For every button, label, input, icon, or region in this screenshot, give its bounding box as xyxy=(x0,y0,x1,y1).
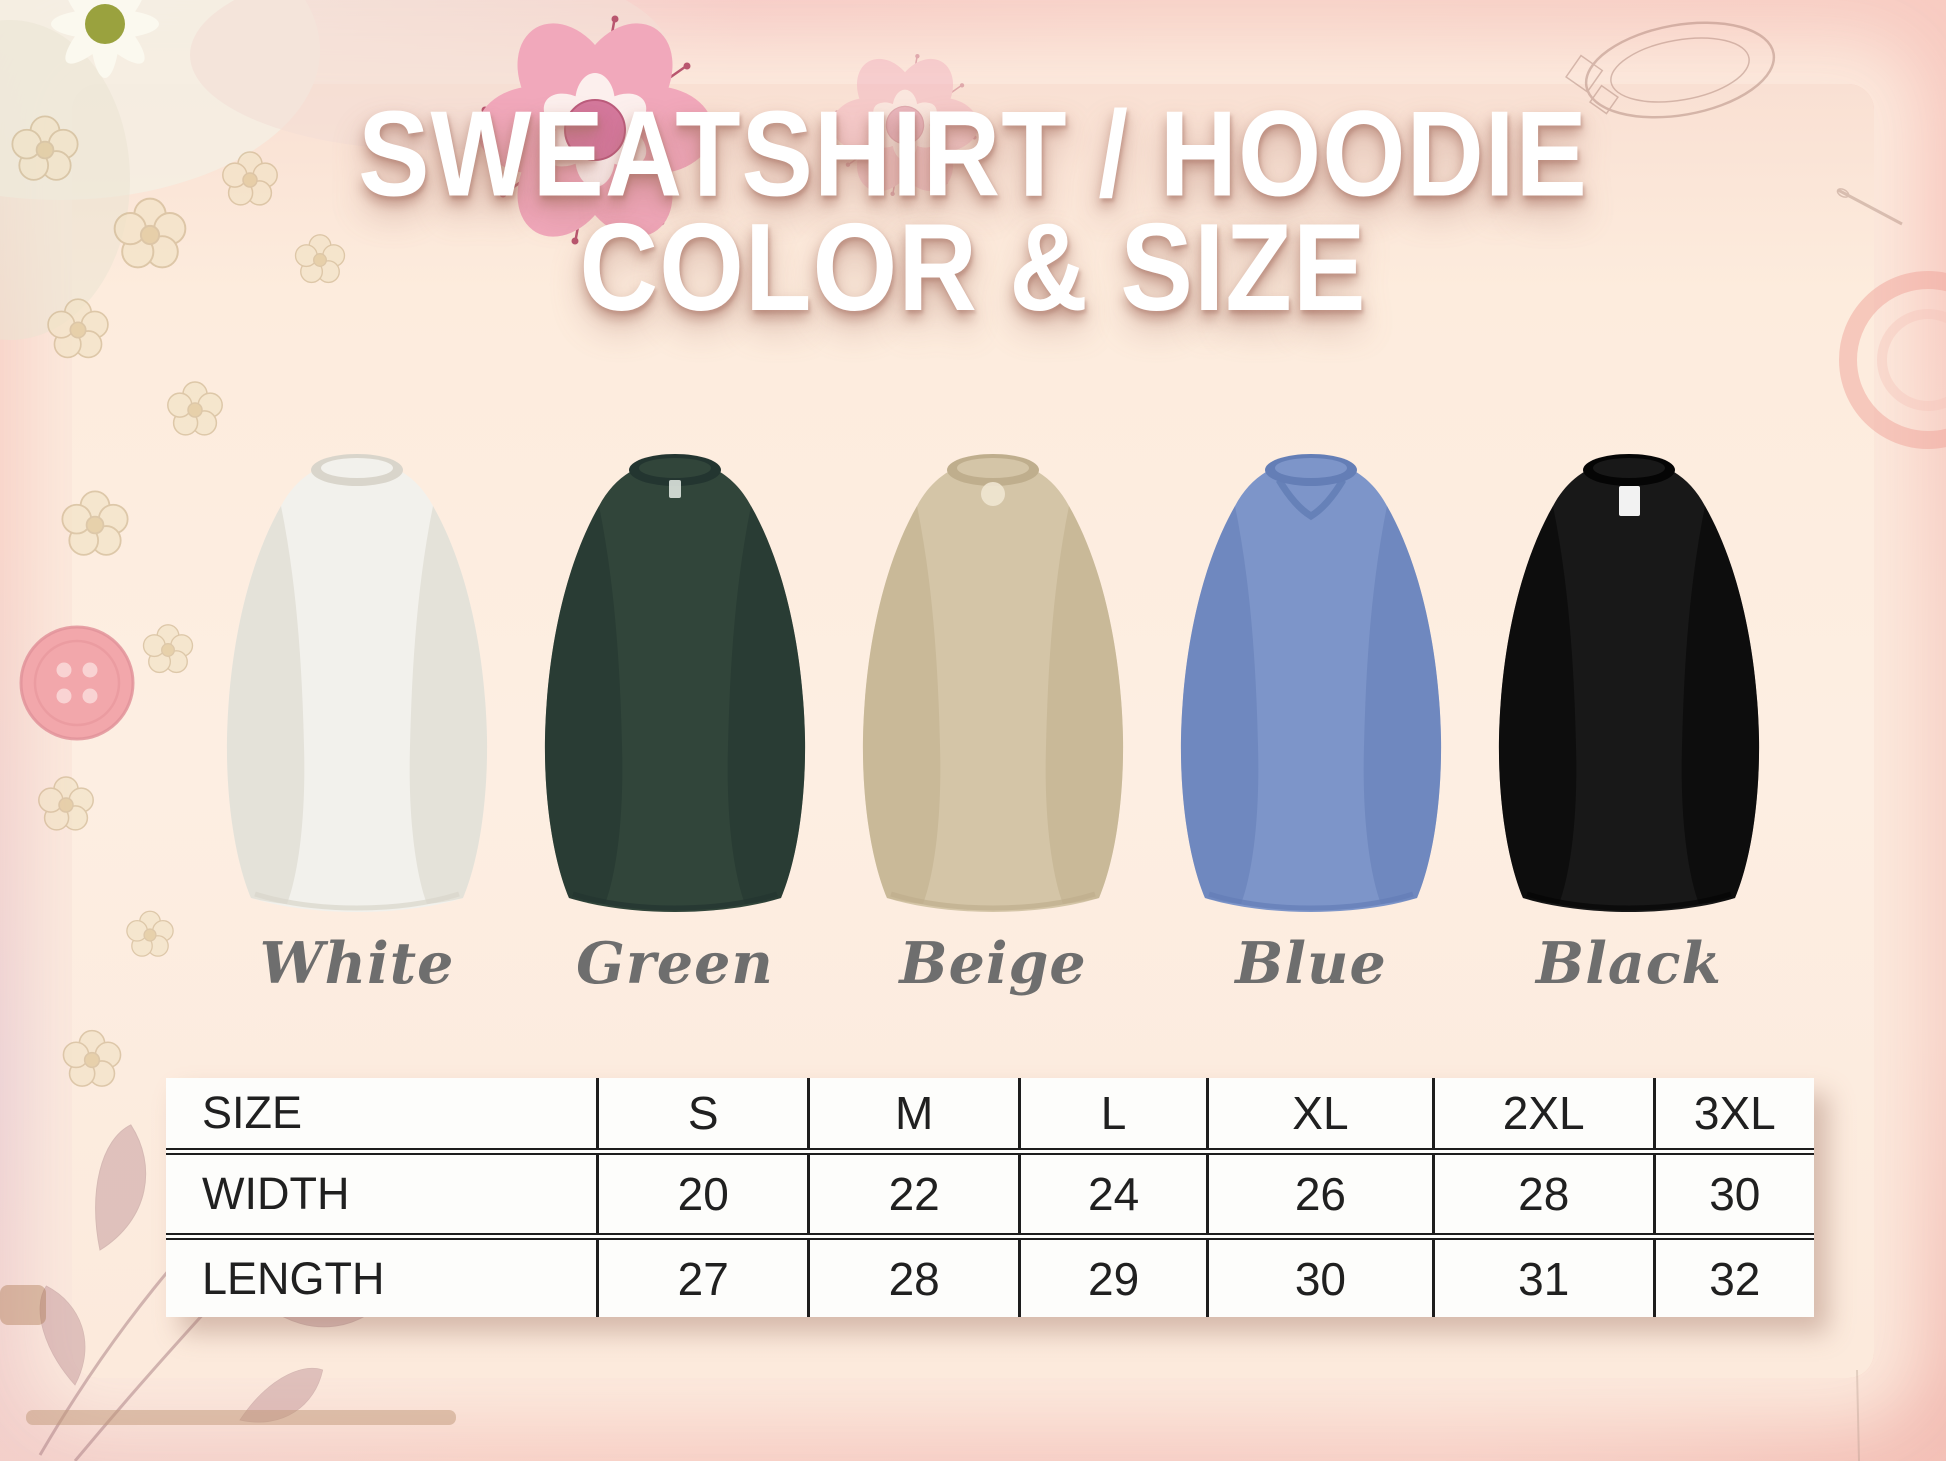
table-row-length: LENGTH 27 28 29 30 31 32 xyxy=(166,1233,1814,1317)
width-2xl: 28 xyxy=(1431,1148,1655,1237)
color-option-white: White xyxy=(206,448,508,997)
color-option-blue: Blue xyxy=(1160,448,1462,997)
size-2xl: 2XL xyxy=(1431,1078,1655,1152)
row-label-size: SIZE xyxy=(202,1087,303,1138)
daisy-flower-icon xyxy=(51,0,159,78)
table-row-width: WIDTH 20 22 24 26 28 30 xyxy=(166,1148,1814,1237)
size-l: L xyxy=(1018,1078,1208,1152)
size-s: S xyxy=(596,1078,809,1152)
length-l: 29 xyxy=(1018,1233,1208,1317)
length-xl: 30 xyxy=(1206,1233,1434,1317)
row-label-length: LENGTH xyxy=(166,1233,598,1317)
color-label-beige: Beige xyxy=(899,930,1087,997)
color-label-white: White xyxy=(259,930,455,997)
neck-tag xyxy=(1619,486,1640,516)
length-2xl: 31 xyxy=(1431,1233,1655,1317)
length-m: 28 xyxy=(807,1233,1020,1317)
size-chart-table: SIZE S M L XL 2XL 3XL WIDTH 20 22 24 26 … xyxy=(166,1078,1814,1317)
sweatshirt-beige-icon xyxy=(862,454,1124,912)
color-option-beige: Beige xyxy=(842,448,1144,997)
width-s: 20 xyxy=(596,1148,809,1237)
sweatshirt-white-icon xyxy=(226,454,488,912)
table-row-size: SIZE S M L XL 2XL 3XL xyxy=(166,1078,1814,1152)
color-option-green: Green xyxy=(524,448,826,997)
color-options-row: White Green xyxy=(206,448,1780,997)
width-l: 24 xyxy=(1018,1148,1208,1237)
size-m: M xyxy=(807,1078,1020,1152)
size-xl: XL xyxy=(1206,1078,1434,1152)
sweatshirt-green-icon xyxy=(544,454,806,912)
page-title: SWEATSHIRT / HOODIE COLOR & SIZE xyxy=(0,91,1946,331)
row-label-width: WIDTH xyxy=(166,1148,598,1237)
color-option-black: Black xyxy=(1478,448,1780,997)
size-3xl: 3XL xyxy=(1652,1078,1814,1152)
width-m: 22 xyxy=(807,1148,1020,1237)
color-label-green: Green xyxy=(576,930,774,997)
sweatshirt-black-icon xyxy=(1498,454,1760,912)
length-3xl: 32 xyxy=(1652,1233,1814,1317)
width-3xl: 30 xyxy=(1652,1148,1814,1237)
width-xl: 26 xyxy=(1206,1148,1434,1237)
color-label-blue: Blue xyxy=(1235,930,1387,997)
length-s: 27 xyxy=(596,1233,809,1317)
sweatshirt-blue-icon xyxy=(1180,454,1442,912)
title-line-2: COLOR & SIZE xyxy=(579,198,1367,338)
color-label-black: Black xyxy=(1536,930,1722,997)
